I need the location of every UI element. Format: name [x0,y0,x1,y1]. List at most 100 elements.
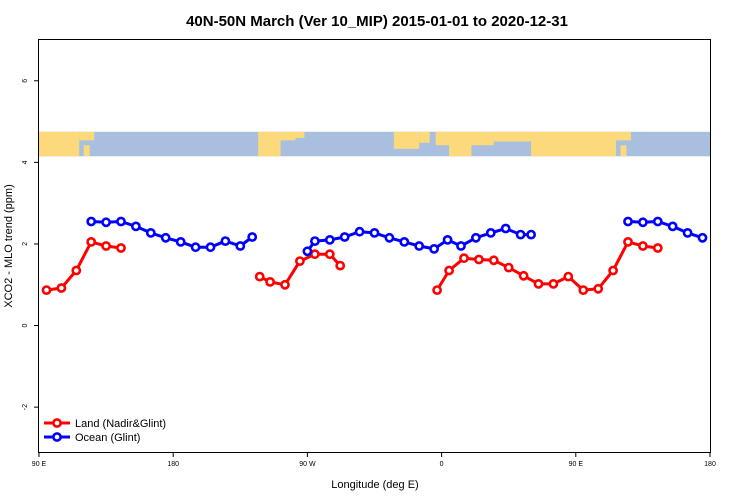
series-1-point [638,217,648,228]
series-1-point [682,227,693,238]
map-land [393,131,420,149]
series-1-point [160,232,171,243]
series-1-point [175,236,186,247]
series-1-point [429,243,439,254]
map-land [620,145,627,157]
series-1-point [470,232,481,243]
series-0-point [432,285,442,295]
series-layer [41,216,708,295]
map-land [83,145,90,157]
series-0-point [488,255,499,266]
series-0-point [444,265,454,276]
map-land [419,131,430,143]
y-tick-label: -2 [22,404,29,410]
series-0-point [578,285,589,295]
series-1-point [339,232,350,242]
series-1-point [515,229,526,240]
x-tick-label: 90 E [32,461,47,468]
map-land [435,131,494,146]
series-0-point [563,271,574,282]
series-1-point [697,232,708,243]
series-1-point [354,226,365,237]
map-land [531,131,617,157]
map-land [295,131,305,138]
series-1-point [442,234,453,245]
series-0-point [41,285,52,295]
x-axis: 90 E 180 90 W 0 90 E 180 [32,452,716,468]
series-1-point [86,216,97,227]
series-1-point [101,217,111,228]
legend: Land (Nadir&Glint) Ocean (Glint) [44,418,166,444]
x-tick-label: 180 [704,461,716,468]
map-land [39,131,80,157]
series-0-point [86,236,97,247]
series-1-point [667,221,678,232]
map-land [449,144,472,157]
series-1-point [623,216,633,227]
series-0-point [265,276,275,287]
series-0-point [254,271,265,282]
series-1-point [399,236,410,247]
series-1-point [302,246,313,257]
y-tick-label: 0 [22,323,29,327]
series-1-point [190,242,201,253]
series-0-point [324,249,335,260]
chart-title: 40N-50N March (Ver 10_MIP) 2015-01-01 to… [186,13,568,30]
series-0-point [309,249,320,260]
series-0-point [101,241,111,251]
series-1-point [130,221,141,232]
series-0-point [593,283,604,294]
series-0-point [608,265,618,276]
series-0-point [71,265,82,276]
series-1-point [384,232,395,243]
series-1-point [205,242,216,253]
series-1-point [247,232,258,242]
series-0-point [518,270,529,281]
series-0-line-2 [435,240,658,292]
map-land [258,131,281,157]
series-1-point [500,223,511,234]
series-0-point [623,236,633,247]
map-land [616,131,631,141]
series-1-point [526,229,536,240]
series-0-point [56,283,67,293]
world-map-strip [39,131,710,157]
map-land [79,131,95,141]
series-1-point [456,241,466,251]
legend-label: Land (Nadir&Glint) [75,418,166,430]
series-0-point [638,241,648,251]
y-axis-label: XCO2 - MLO trend (ppm) [3,184,15,307]
series-0-point [294,256,305,266]
x-tick-label: 0 [440,461,444,468]
series-0-point [116,243,126,253]
series-1-point [309,236,320,246]
series-0-point [652,243,663,253]
series-1-point [145,227,156,238]
y-axis: -2 0 2 4 6 [22,79,39,410]
x-tick-label: 90 E [569,461,584,468]
series-1-point [116,216,126,227]
series-1-point [235,241,246,251]
series-0-point [548,278,559,289]
y-tick-label: 4 [22,160,29,164]
series-1-point [324,234,335,245]
series-0-point [533,278,544,289]
series-0-point [459,253,469,264]
series-0-point [473,254,484,265]
plot-frame [38,39,711,453]
series-1-point [369,227,380,238]
series-0-point [503,262,514,273]
map-land [493,131,532,142]
series-1-point [220,236,231,246]
series-1-point [652,216,663,227]
series-0-point [335,260,346,271]
x-tick-label: 90 W [299,461,316,468]
series-0-point [280,279,290,290]
series-1-point [414,241,425,251]
legend-marker [52,418,62,428]
x-tick-label: 180 [167,461,179,468]
legend-marker [52,432,62,442]
y-tick-label: 6 [22,79,29,83]
map-land [280,131,296,141]
